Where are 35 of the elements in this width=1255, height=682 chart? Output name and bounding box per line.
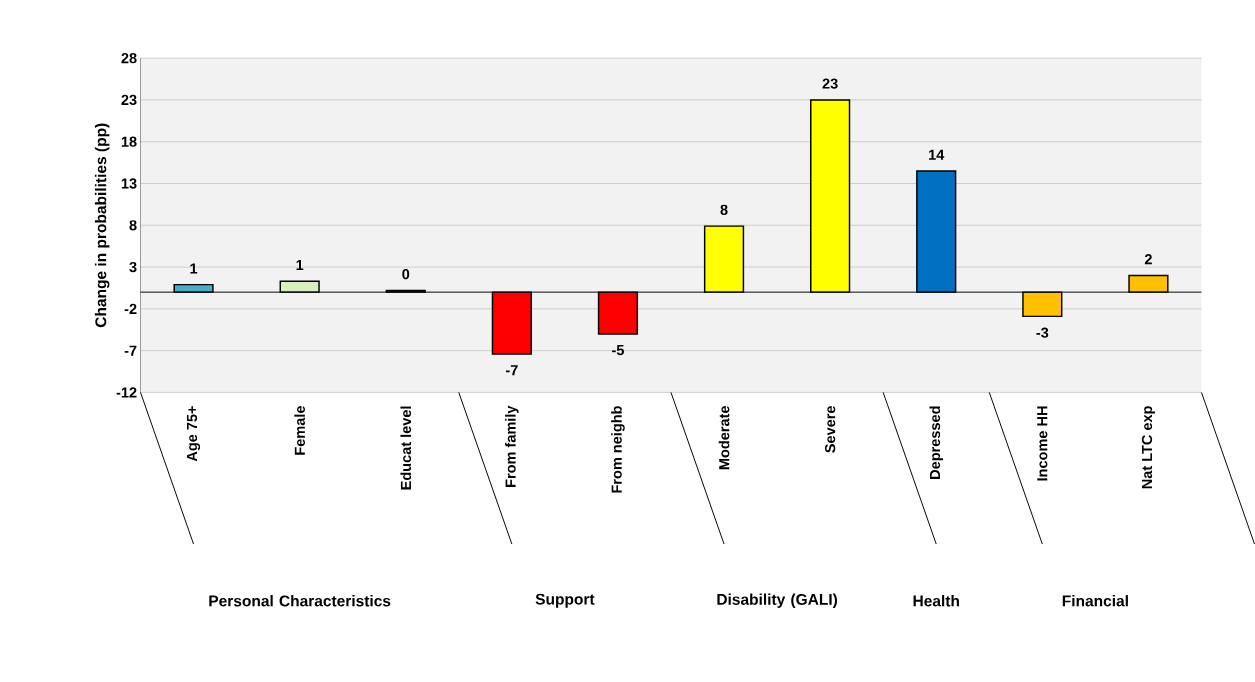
x-tick-label: Age 75+ bbox=[187, 406, 201, 462]
x-tick-label: From neighb bbox=[611, 406, 625, 493]
text: Personal Characteristics bbox=[209, 594, 391, 607]
data-label: -5 bbox=[612, 345, 624, 356]
data-label: -3 bbox=[1036, 327, 1049, 338]
text: Disability (GALI) bbox=[717, 593, 838, 608]
data-label: 23 bbox=[822, 78, 838, 89]
x-tick-label: Depressed bbox=[929, 406, 943, 479]
y-axis-title: Change in probabilities (pp) bbox=[94, 123, 110, 328]
y-tick-label: 18 bbox=[121, 136, 137, 147]
text: Support bbox=[535, 593, 595, 608]
data-label: 0 bbox=[402, 268, 410, 280]
y-tick-label: 8 bbox=[129, 220, 137, 231]
text: Health bbox=[913, 594, 959, 607]
x-tick-label: Severe bbox=[824, 405, 836, 453]
x-tick-label: Nat LTC exp bbox=[1141, 406, 1155, 489]
data-label: 8 bbox=[720, 204, 728, 215]
x-tick-label: Female bbox=[294, 405, 305, 455]
y-tick-label: 23 bbox=[121, 94, 137, 106]
y-tick-label: -2 bbox=[124, 303, 137, 314]
x-tick-label: Income HH bbox=[1037, 406, 1048, 481]
y-tick-label: -12 bbox=[116, 387, 137, 398]
text: Financial bbox=[1062, 594, 1128, 607]
data-label: 1 bbox=[296, 260, 304, 271]
x-tick-label: Moderate bbox=[718, 405, 730, 470]
y-tick-label: -7 bbox=[124, 345, 137, 356]
x-tick-label: From family bbox=[505, 405, 519, 487]
data-label: 2 bbox=[1144, 254, 1152, 265]
y-tick-label: 28 bbox=[121, 52, 137, 64]
data-label: 1 bbox=[190, 263, 198, 274]
data-label: 14 bbox=[929, 149, 945, 160]
y-tick-label: 3 bbox=[129, 261, 137, 273]
x-tick-label: Educat level bbox=[400, 406, 412, 490]
y-tick-label: 13 bbox=[121, 178, 137, 189]
data-label: -7 bbox=[505, 365, 518, 376]
